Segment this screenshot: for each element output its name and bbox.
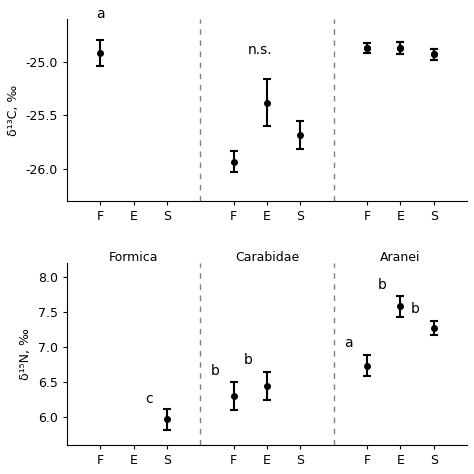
Text: b: b xyxy=(211,365,220,378)
Text: n.s.: n.s. xyxy=(248,43,273,56)
Text: b: b xyxy=(244,353,253,366)
Text: b: b xyxy=(378,278,386,292)
Text: Aranei: Aranei xyxy=(380,251,420,264)
Text: c: c xyxy=(145,392,153,407)
Text: a: a xyxy=(345,337,353,350)
Text: Formica: Formica xyxy=(109,251,158,264)
Y-axis label: δ¹³C, ‰: δ¹³C, ‰ xyxy=(7,84,20,136)
Y-axis label: δ¹⁵N, ‰: δ¹⁵N, ‰ xyxy=(19,328,32,380)
Text: a: a xyxy=(96,7,105,21)
Text: b: b xyxy=(411,302,420,316)
Text: Carabidae: Carabidae xyxy=(235,251,299,264)
